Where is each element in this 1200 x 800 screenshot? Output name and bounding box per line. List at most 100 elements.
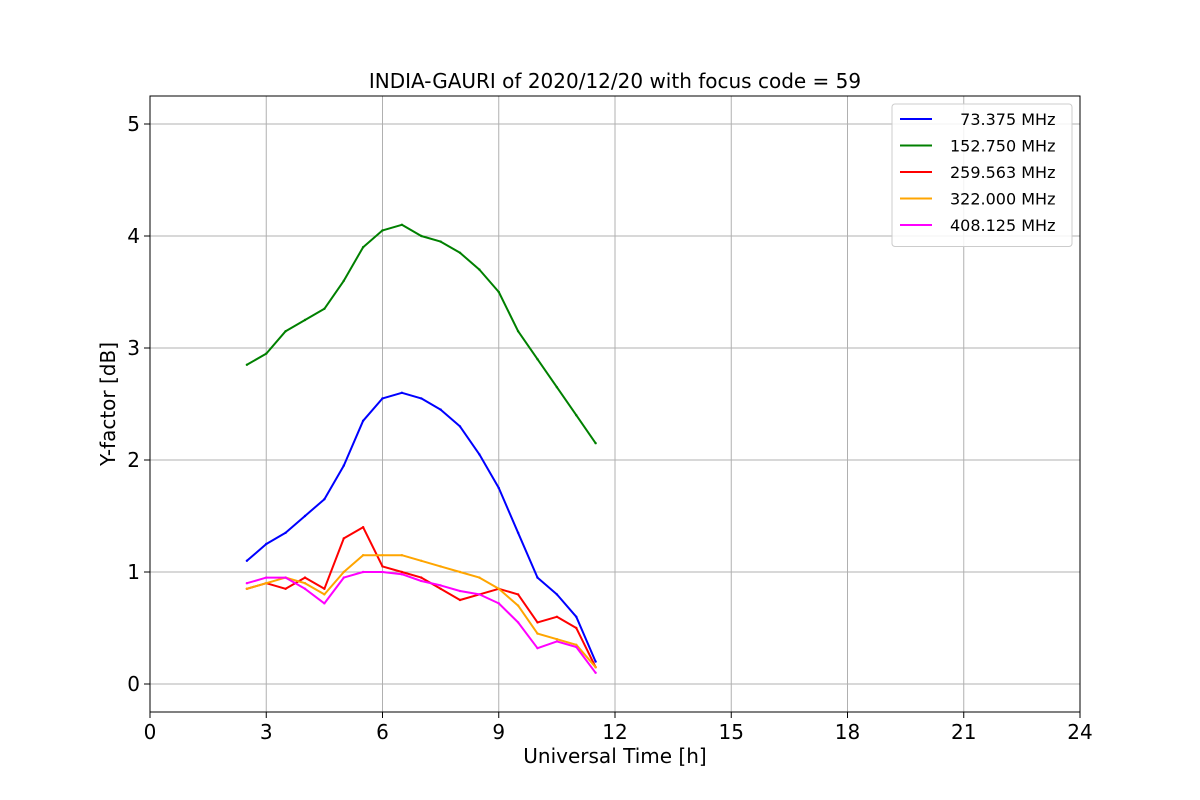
series-point	[361, 246, 365, 249]
y-tick-label: 2	[127, 448, 140, 472]
series-point	[575, 615, 578, 618]
series-point	[245, 582, 249, 585]
series-point	[265, 576, 268, 579]
series-point	[555, 593, 559, 596]
series-point	[439, 240, 442, 243]
series-point	[303, 582, 307, 585]
series-point	[497, 486, 500, 490]
series-point	[323, 602, 326, 605]
series-point	[516, 593, 520, 596]
series-point	[381, 570, 384, 574]
series-point	[420, 559, 423, 562]
series-point	[400, 573, 404, 576]
series-point	[265, 542, 268, 546]
series-point	[400, 570, 404, 574]
series-point	[555, 615, 559, 618]
series-point	[303, 514, 307, 518]
series-point	[420, 397, 423, 400]
series-point	[284, 576, 287, 579]
series-point	[497, 587, 500, 590]
series-point	[516, 531, 520, 534]
series-point	[284, 531, 287, 534]
legend: 73.375 MHz 152.750 MHz 259.563 MHz 322.000 …	[891, 103, 1073, 247]
grid	[150, 96, 1080, 712]
legend-label: 259.563 MHz	[950, 163, 1055, 182]
series-point	[497, 290, 500, 294]
series-point	[594, 442, 597, 445]
x-tick-label: 15	[719, 720, 744, 744]
series-point	[420, 234, 423, 238]
y-tick-label: 1	[127, 560, 140, 584]
series-point	[458, 251, 462, 254]
series-point	[516, 621, 520, 624]
series-point	[536, 621, 539, 624]
series-point	[575, 645, 578, 649]
legend-label: 408.125 MHz	[950, 216, 1055, 235]
y-axis-label: Y-factor [dB]	[96, 342, 120, 467]
series-point	[458, 425, 462, 428]
series-point	[536, 646, 539, 650]
series-point	[420, 576, 423, 579]
series-point	[400, 223, 404, 226]
legend-box	[891, 103, 1073, 247]
series-point	[265, 582, 268, 585]
x-tick-label: 0	[144, 720, 157, 744]
series-point	[303, 318, 307, 322]
series-point	[381, 565, 384, 568]
x-tick-label: 12	[602, 720, 627, 744]
series-point	[245, 587, 249, 590]
series-point	[536, 576, 539, 579]
x-tick-label: 9	[492, 720, 505, 744]
legend-label: 322.000 MHz	[950, 190, 1055, 209]
series-point	[361, 554, 365, 557]
series-point	[342, 537, 345, 540]
series-point	[478, 268, 481, 271]
series-point	[555, 640, 559, 643]
series-point	[516, 330, 520, 333]
series-point	[303, 576, 307, 579]
series-point	[439, 565, 442, 568]
series-point	[323, 587, 326, 590]
x-tick-label: 3	[260, 720, 273, 744]
series-point	[361, 526, 365, 529]
series-point	[458, 589, 462, 593]
legend-label: 152.750 MHz	[950, 137, 1055, 156]
series-point	[555, 386, 559, 389]
series-point	[536, 632, 539, 635]
x-tick-label: 21	[951, 720, 976, 744]
series-point	[323, 307, 326, 310]
series-point	[594, 671, 597, 674]
series-point	[575, 626, 578, 630]
y-tick-label: 3	[127, 336, 140, 360]
series-point	[458, 598, 462, 602]
series-point	[323, 593, 326, 596]
series-point	[594, 666, 597, 669]
series-point	[478, 453, 481, 456]
series-point	[265, 352, 268, 355]
series-point	[400, 391, 404, 394]
series-point	[536, 358, 539, 361]
series-point	[245, 559, 249, 562]
series-point	[323, 498, 326, 501]
series-point	[381, 397, 384, 400]
series-point	[439, 587, 442, 590]
series-point	[575, 414, 578, 417]
series-point	[439, 584, 442, 587]
chart-title: INDIA-GAURI of 2020/12/20 with focus cod…	[369, 69, 861, 93]
series-point	[342, 464, 345, 467]
series-point	[555, 638, 559, 641]
series-point	[284, 330, 287, 333]
series-point	[516, 604, 520, 607]
series-point	[342, 570, 345, 574]
series-point	[458, 570, 462, 574]
y-tick-label: 0	[127, 672, 140, 696]
x-tick-label: 18	[835, 720, 860, 744]
series-point	[245, 363, 249, 366]
series-layer	[245, 223, 597, 674]
x-axis-label: Universal Time [h]	[523, 744, 706, 768]
y-tick-label: 5	[127, 112, 140, 136]
series-point	[594, 660, 597, 663]
series-point	[439, 408, 442, 411]
